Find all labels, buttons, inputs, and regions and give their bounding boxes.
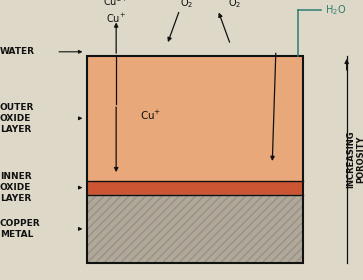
Text: O$_2$$^{-}$: O$_2$$^{-}$ [228, 0, 248, 10]
Bar [87, 181, 303, 195]
Text: COPPER
METAL: COPPER METAL [0, 219, 41, 239]
Text: O$_2$: O$_2$ [180, 0, 193, 10]
Bar [87, 56, 303, 181]
Text: Cu$^{2+}$: Cu$^{2+}$ [103, 0, 129, 8]
Text: INCREASING
POROSITY: INCREASING POROSITY [346, 131, 363, 188]
Text: Cu$^{+}$: Cu$^{+}$ [106, 12, 126, 25]
Text: Cu$^{+}$: Cu$^{+}$ [140, 109, 161, 122]
Text: INNER
OXIDE
LAYER: INNER OXIDE LAYER [0, 172, 32, 203]
Text: OUTER
OXIDE
LAYER: OUTER OXIDE LAYER [0, 103, 34, 134]
Bar [87, 56, 303, 263]
Text: WATER: WATER [0, 47, 35, 56]
Bar [87, 195, 303, 263]
Bar [87, 195, 303, 263]
Text: H$_2$O: H$_2$O [325, 3, 346, 17]
